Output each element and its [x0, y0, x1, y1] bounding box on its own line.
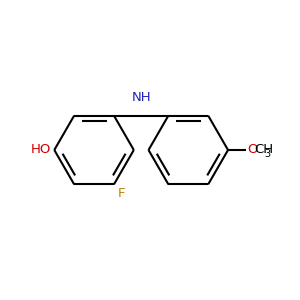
Text: F: F [118, 187, 125, 200]
Text: 3: 3 [264, 149, 270, 159]
Text: NH: NH [131, 92, 151, 104]
Text: CH: CH [254, 143, 273, 157]
Text: HO: HO [30, 143, 51, 157]
Text: O: O [247, 143, 258, 157]
